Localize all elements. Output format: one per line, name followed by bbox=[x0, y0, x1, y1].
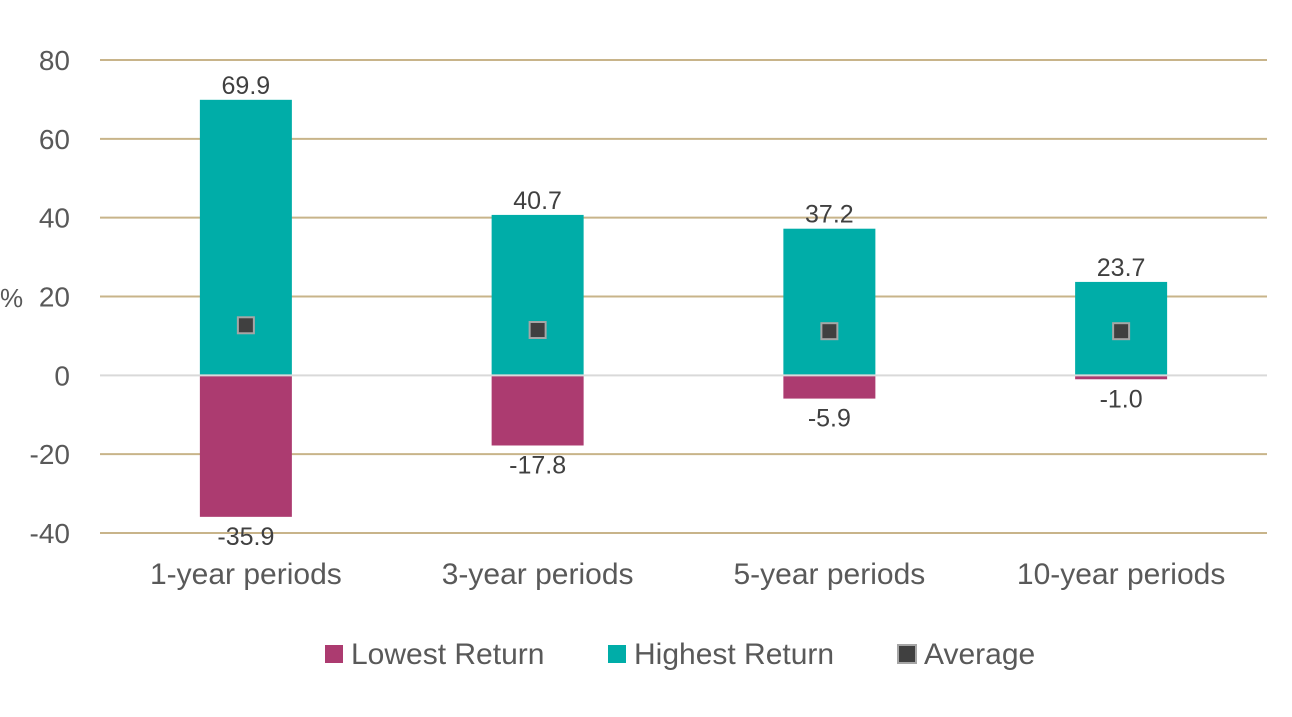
y-tick-label: 20 bbox=[39, 282, 70, 313]
y-tick-label: -40 bbox=[30, 518, 70, 549]
y-axis-label: % bbox=[0, 283, 23, 313]
data-label-highest: 37.2 bbox=[805, 201, 854, 229]
bars bbox=[199, 99, 1168, 517]
bar-highest-return bbox=[783, 228, 876, 376]
y-tick-label: -20 bbox=[30, 439, 70, 470]
legend-swatch bbox=[897, 644, 917, 664]
bar-lowest-return bbox=[783, 375, 876, 399]
bar-highest-return bbox=[491, 214, 584, 376]
category-label: 1-year periods bbox=[150, 558, 342, 591]
legend: Lowest Return Highest Return Average bbox=[325, 638, 1035, 671]
average-marker bbox=[528, 321, 547, 340]
bar-lowest-return bbox=[491, 375, 584, 446]
data-label-lowest: -1.0 bbox=[1100, 385, 1143, 413]
bar-lowest-return bbox=[1075, 375, 1168, 380]
y-tick-label: 0 bbox=[54, 360, 70, 391]
legend-label: Lowest Return bbox=[351, 638, 544, 671]
data-labels: 69.9 -35.9 40.7 -17.8 37.2 -5.9 23.7 -1.0 bbox=[217, 72, 1145, 551]
average-marker bbox=[820, 322, 839, 341]
average-markers bbox=[236, 316, 1131, 341]
bar-lowest-return bbox=[199, 375, 292, 517]
category-label: 5-year periods bbox=[733, 558, 925, 591]
data-label-lowest: -17.8 bbox=[509, 451, 566, 479]
data-label-highest: 40.7 bbox=[513, 187, 562, 215]
data-label-lowest: -5.9 bbox=[808, 405, 851, 433]
data-label-lowest: -35.9 bbox=[217, 523, 274, 551]
category-labels: 1-year periods 3-year periods 5-year perio… bbox=[150, 558, 1225, 591]
category-label: 10-year periods bbox=[1017, 558, 1225, 591]
legend-label: Highest Return bbox=[634, 638, 834, 671]
legend-label: Average bbox=[924, 638, 1035, 671]
legend-swatch bbox=[608, 645, 626, 663]
category-label: 3-year periods bbox=[442, 558, 634, 591]
y-tick-label: 40 bbox=[39, 203, 70, 234]
gridlines bbox=[100, 59, 1267, 534]
y-tick-label: 60 bbox=[39, 124, 70, 155]
data-label-highest: 23.7 bbox=[1097, 254, 1146, 282]
average-marker bbox=[236, 316, 255, 335]
y-tick-label: 80 bbox=[39, 45, 70, 76]
legend-swatch bbox=[325, 645, 343, 663]
y-axis-ticks: 80 60 40 20 0 -20 -40 bbox=[30, 45, 70, 549]
data-label-highest: 69.9 bbox=[222, 72, 271, 100]
average-marker bbox=[1112, 322, 1131, 341]
